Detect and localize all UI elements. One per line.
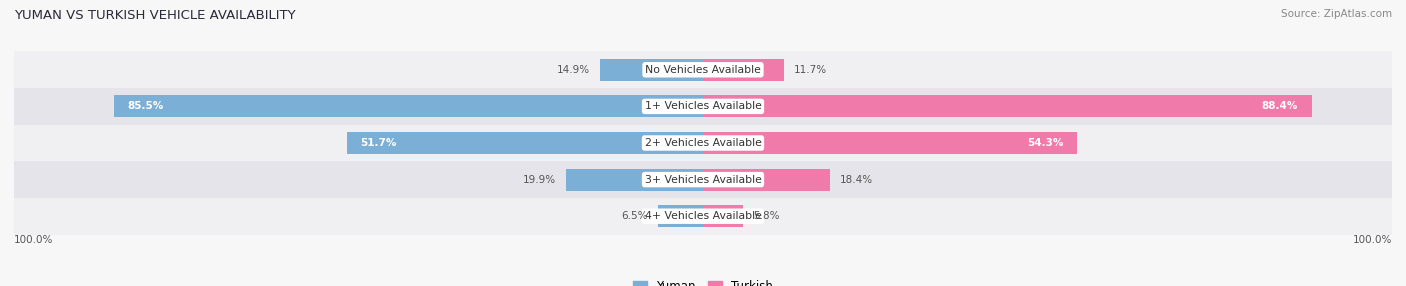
Bar (703, 96, 1312, 117)
Bar (14, 51, 1392, 88)
Text: 88.4%: 88.4% (1261, 102, 1298, 111)
Text: Source: ZipAtlas.com: Source: ZipAtlas.com (1281, 9, 1392, 19)
Bar (600, 59, 703, 81)
Bar (14, 88, 1392, 125)
Text: 100.0%: 100.0% (1353, 235, 1392, 245)
Text: 85.5%: 85.5% (128, 102, 165, 111)
Bar (703, 132, 1077, 154)
Text: 100.0%: 100.0% (14, 235, 53, 245)
Bar (703, 169, 830, 190)
Bar (565, 169, 703, 190)
Bar (14, 125, 1392, 161)
Text: 1+ Vehicles Available: 1+ Vehicles Available (644, 102, 762, 111)
Text: No Vehicles Available: No Vehicles Available (645, 65, 761, 75)
Text: 2+ Vehicles Available: 2+ Vehicles Available (644, 138, 762, 148)
Text: 19.9%: 19.9% (523, 175, 555, 184)
Bar (703, 59, 783, 81)
Text: 5.8%: 5.8% (754, 211, 780, 221)
Text: 3+ Vehicles Available: 3+ Vehicles Available (644, 175, 762, 184)
Bar (14, 198, 1392, 235)
Text: 4+ Vehicles Available: 4+ Vehicles Available (644, 211, 762, 221)
Bar (14, 161, 1392, 198)
Text: 6.5%: 6.5% (621, 211, 648, 221)
Legend: Yuman, Turkish: Yuman, Turkish (628, 276, 778, 286)
Bar (114, 96, 703, 117)
Bar (703, 205, 742, 227)
Bar (658, 205, 703, 227)
Text: 14.9%: 14.9% (557, 65, 591, 75)
Text: 11.7%: 11.7% (794, 65, 827, 75)
Text: 54.3%: 54.3% (1026, 138, 1063, 148)
Text: YUMAN VS TURKISH VEHICLE AVAILABILITY: YUMAN VS TURKISH VEHICLE AVAILABILITY (14, 9, 295, 21)
Text: 51.7%: 51.7% (360, 138, 396, 148)
Text: 18.4%: 18.4% (841, 175, 873, 184)
Bar (347, 132, 703, 154)
